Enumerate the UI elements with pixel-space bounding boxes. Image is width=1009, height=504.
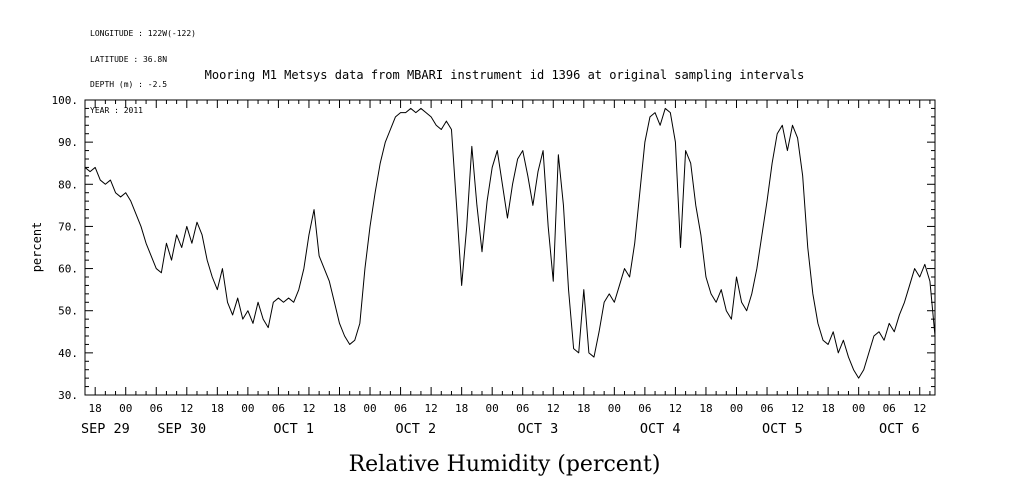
x-date-label: OCT 6 bbox=[879, 421, 920, 437]
x-hour-label: 18 bbox=[577, 402, 590, 415]
y-tick-label: 90. bbox=[58, 136, 78, 149]
x-hour-label: 00 bbox=[608, 402, 621, 415]
y-tick-label: 70. bbox=[58, 220, 78, 233]
x-hour-label: 06 bbox=[394, 402, 407, 415]
y-tick-label: 80. bbox=[58, 178, 78, 191]
x-date-label: OCT 5 bbox=[762, 421, 803, 437]
x-hour-label: 18 bbox=[821, 402, 834, 415]
x-hour-label: 12 bbox=[424, 402, 437, 415]
metadata-depth: DEPTH (m) : -2.5 bbox=[90, 80, 168, 89]
x-hour-label: 06 bbox=[272, 402, 285, 415]
x-hour-label: 18 bbox=[211, 402, 224, 415]
x-hour-label: 00 bbox=[241, 402, 254, 415]
metadata-block: LONGITUDE : 122W(-122) LATITUDE : 36.8N … bbox=[90, 13, 196, 132]
x-date-label: OCT 3 bbox=[518, 421, 559, 437]
x-hour-label: 12 bbox=[669, 402, 682, 415]
metadata-latitude: LATITUDE : 36.8N bbox=[90, 54, 168, 64]
plot-frame bbox=[84, 99, 936, 396]
x-date-label: SEP 30 bbox=[157, 421, 206, 437]
x-date-label: OCT 1 bbox=[273, 421, 314, 437]
x-hour-label: 06 bbox=[760, 402, 773, 415]
x-hour-label: 12 bbox=[302, 402, 315, 415]
x-date-label: SEP 29 bbox=[81, 421, 130, 437]
x-hour-label: 18 bbox=[333, 402, 346, 415]
x-hour-label: 18 bbox=[699, 402, 712, 415]
x-hour-label: 00 bbox=[730, 402, 743, 415]
x-axis-title: Relative Humidity (percent) bbox=[348, 452, 661, 477]
x-hour-label: 00 bbox=[119, 402, 132, 415]
x-hour-label: 12 bbox=[547, 402, 560, 415]
x-hour-label: 00 bbox=[486, 402, 499, 415]
x-hour-label: 06 bbox=[516, 402, 529, 415]
metadata-year: YEAR : 2011 bbox=[90, 105, 143, 115]
y-tick-label: 60. bbox=[58, 263, 78, 276]
y-tick-label: 40. bbox=[58, 347, 78, 360]
metadata-longitude: LONGITUDE : 122W(-122) bbox=[90, 29, 196, 38]
humidity-series-line bbox=[84, 107, 936, 379]
x-hour-label: 00 bbox=[363, 402, 376, 415]
x-hour-label: 18 bbox=[455, 402, 468, 415]
y-tick-label: 50. bbox=[58, 305, 78, 318]
y-tick-label: 30. bbox=[58, 389, 78, 402]
x-hour-label: 18 bbox=[89, 402, 102, 415]
x-hour-label: 12 bbox=[180, 402, 193, 415]
x-hour-label: 12 bbox=[913, 402, 926, 415]
x-hour-label: 12 bbox=[791, 402, 804, 415]
x-date-label: OCT 2 bbox=[396, 421, 437, 437]
x-hour-label: 06 bbox=[883, 402, 896, 415]
x-hour-label: 06 bbox=[150, 402, 163, 415]
x-hour-label: 06 bbox=[638, 402, 651, 415]
x-date-label: OCT 4 bbox=[640, 421, 681, 437]
x-hour-label: 00 bbox=[852, 402, 865, 415]
plot-title: Mooring M1 Metsys data from MBARI instru… bbox=[204, 68, 805, 82]
y-tick-label: 100. bbox=[52, 94, 79, 107]
